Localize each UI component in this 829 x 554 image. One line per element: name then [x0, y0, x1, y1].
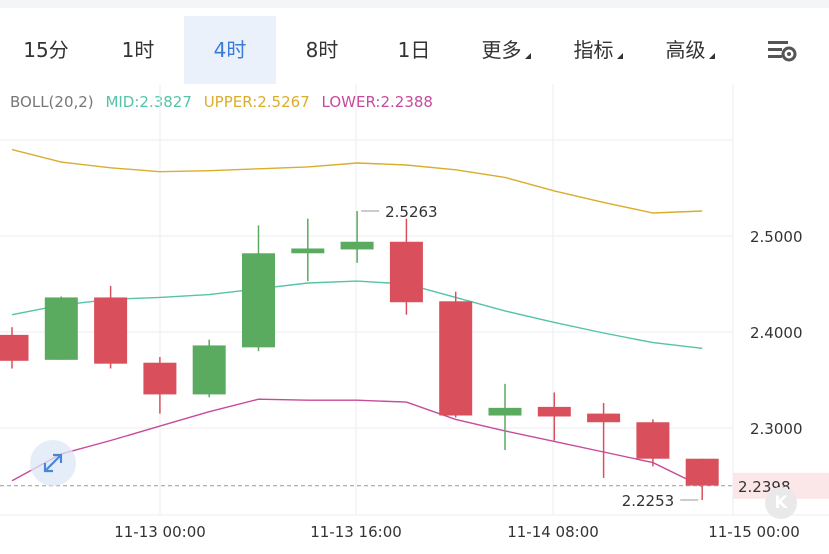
k-logo-button[interactable]: K — [765, 487, 797, 519]
legend-mid: MID:2.3827 — [105, 93, 192, 111]
x-tick-label: 11-13 00:00 — [114, 523, 206, 541]
candle-body — [636, 422, 670, 459]
low-price-label: 2.2253 — [622, 492, 675, 510]
x-tick-label: 11-14 08:00 — [507, 523, 599, 541]
caret-icon — [616, 53, 623, 59]
candle-body — [192, 345, 226, 395]
tab-indicators[interactable]: 指标 — [552, 16, 644, 84]
candle-body — [0, 334, 29, 361]
candle-body — [340, 241, 374, 250]
y-tick-label: 2.4000 — [750, 324, 803, 342]
boll-legend: BOLL(20,2) MID:2.3827 UPPER:2.5267 LOWER… — [10, 93, 440, 111]
caret-icon — [708, 53, 715, 59]
candle-body — [44, 297, 78, 360]
chart-settings-icon[interactable] — [764, 36, 800, 64]
top-strip — [0, 0, 829, 8]
candle-body — [685, 458, 719, 486]
tab-advanced-label: 高级 — [665, 38, 706, 62]
x-axis: 11-13 00:00 11-13 16:00 11-14 08:00 11-15 0… — [114, 523, 800, 541]
tab-1d[interactable]: 1日 — [397, 38, 431, 62]
grid — [0, 84, 829, 516]
tab-more-label: 更多 — [481, 38, 522, 62]
tab-8h[interactable]: 8时 — [305, 38, 339, 62]
x-tick-label: 11-13 16:00 — [310, 523, 402, 541]
y-tick-label: 2.3000 — [750, 420, 803, 438]
tab-advanced[interactable]: 高级 — [644, 16, 736, 84]
candles — [0, 211, 719, 500]
tab-15m[interactable]: 15分 — [23, 38, 69, 62]
tab-4h[interactable]: 4时 — [184, 16, 276, 84]
boll-upper-line — [11, 148, 703, 214]
legend-indicator: BOLL(20,2) — [10, 93, 94, 111]
tab-indicators-label: 指标 — [573, 38, 614, 62]
expand-icon — [43, 453, 63, 473]
candle-body — [94, 297, 128, 364]
y-tick-label: 2.5000 — [750, 228, 803, 246]
high-price-label: 2.5263 — [385, 203, 438, 221]
legend-lower: LOWER:2.2388 — [321, 93, 433, 111]
candle-body — [537, 406, 571, 417]
expand-chart-button[interactable] — [30, 440, 76, 486]
y-axis: 2.5000 2.4000 2.3000 — [750, 228, 803, 438]
candle-body — [587, 413, 621, 423]
candle-body — [488, 407, 522, 416]
boll-lower-line — [11, 398, 703, 488]
caret-icon — [524, 53, 531, 59]
candle-body — [291, 248, 325, 254]
candle-body — [389, 241, 423, 303]
legend-upper: UPPER:2.5267 — [203, 93, 310, 111]
candle-body — [439, 301, 473, 416]
candle-body — [242, 253, 275, 348]
timeframe-toolbar: 15分 1时 4时 8时 1日 更多 指标 高级 — [0, 16, 829, 84]
tab-1h[interactable]: 1时 — [121, 38, 155, 62]
x-tick-label: 11-15 00:00 — [708, 523, 800, 541]
tab-more[interactable]: 更多 — [460, 16, 552, 84]
candle-body — [143, 362, 177, 395]
